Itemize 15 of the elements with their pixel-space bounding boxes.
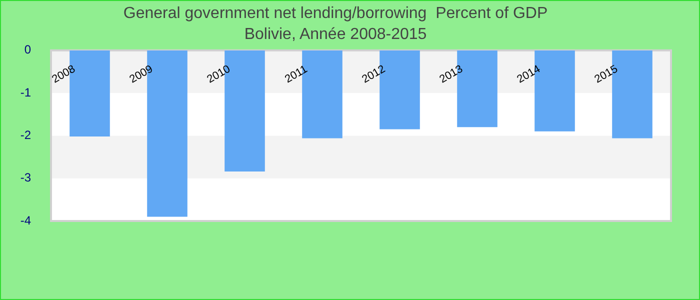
x-tick-label: 2008: [50, 63, 78, 86]
y-tick-label: 0: [24, 42, 32, 57]
y-tick-label: -2: [20, 128, 32, 142]
y-tick-label: -4: [20, 213, 32, 228]
chart-subtitle: Bolivie, Année 2008-2015: [244, 26, 427, 44]
chart-title: General government net lending/borrowing Percent of GDP: [123, 5, 548, 22]
x-tick-label: 2009: [128, 63, 155, 86]
y-tick-label: -1: [20, 85, 32, 100]
x-tick-label: 2011: [283, 63, 310, 86]
y-tick-label: -3: [20, 170, 32, 185]
x-tick-label: 2012: [360, 63, 388, 86]
x-tick-label: 2015: [592, 63, 620, 86]
x-tick-label: 2010: [205, 63, 232, 86]
x-tick-label: 2013: [438, 63, 465, 86]
x-tick-label: 2014: [515, 63, 542, 86]
